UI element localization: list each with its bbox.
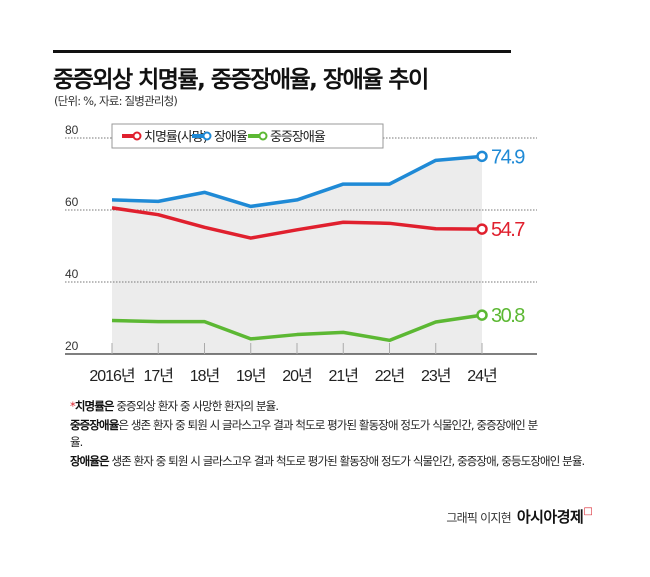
legend-label: 치명률(사망) <box>144 130 207 145</box>
y-tick-label: 80 <box>65 123 79 137</box>
legend-label: 중증장애율 <box>270 130 326 145</box>
x-tick-label: 19년 <box>236 367 266 385</box>
note-3: 장애율은 생존 환자 중 퇴원 시 글라스고우 결과 척도로 평가된 활동장애 … <box>70 454 585 468</box>
end-marker <box>476 309 488 321</box>
legend-label: 장애율 <box>214 130 248 145</box>
legend-box <box>111 123 384 149</box>
end-marker <box>476 223 488 235</box>
x-tick-label: 21년 <box>328 367 358 385</box>
x-tick-label: 22년 <box>375 367 405 385</box>
end-value-label: 30.8 <box>491 305 525 327</box>
x-tick-label: 17년 <box>143 367 173 385</box>
brand-mark-icon: □ <box>583 506 592 517</box>
x-tick-label: 20년 <box>282 367 312 385</box>
end-value-label: 54.7 <box>491 219 525 241</box>
top-rule <box>53 50 511 53</box>
brand-logo: 아시아경제 <box>516 508 584 526</box>
x-tick-label: 2016년 <box>89 367 135 385</box>
legend-marker-icon <box>132 131 142 141</box>
end-marker <box>476 150 488 163</box>
legend-marker-icon <box>202 131 212 141</box>
note-2: 중증장애율은 생존 환자 중 퇴원 시 글라스고우 결과 척도로 평가된 활동장… <box>70 418 538 449</box>
x-tick-label: 18년 <box>190 367 220 385</box>
x-tick-label: 24년 <box>467 367 497 385</box>
y-tick-label: 20 <box>65 339 79 353</box>
area-fill <box>112 156 482 354</box>
y-tick-label: 40 <box>65 267 79 281</box>
credit: 그래픽 이지현 아시아경제□ <box>446 506 592 526</box>
y-tick-label: 60 <box>65 195 79 209</box>
end-value-label: 74.9 <box>491 146 525 168</box>
footnotes: *치명률은 중증외상 환자 중 사망한 환자의 분율. 중증장애율은 생존 환자… <box>66 398 626 470</box>
chart-title: 중증외상 치명률, 중증장애율, 장애율 추이 <box>53 67 429 93</box>
legend-marker-icon <box>258 131 268 141</box>
x-tick-label: 23년 <box>421 367 451 385</box>
chart-subtitle: (단위: %, 자료: 질병관리청) <box>54 94 178 108</box>
note-1: *치명률은 중증외상 환자 중 사망한 환자의 분율. <box>70 399 279 413</box>
